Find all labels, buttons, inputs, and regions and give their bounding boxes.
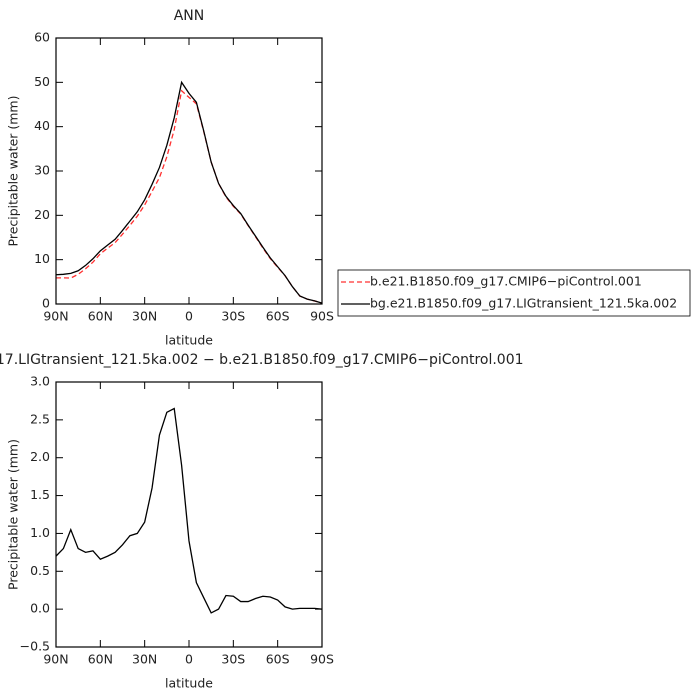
x-tick-label: 60S (266, 309, 290, 324)
y-axis-label: Precipitable water (mm) (6, 96, 21, 247)
data-line (56, 89, 323, 304)
x-axis-label: latitude (165, 333, 213, 348)
x-tick-label: 90S (310, 652, 334, 667)
x-tick-label: 0 (185, 309, 193, 324)
plot-frame (55, 37, 323, 305)
plot-frame (55, 381, 323, 648)
y-tick-label: −0.5 (20, 639, 50, 654)
legend-label: b.e21.B1850.f09_g17.CMIP6−piControl.001 (370, 274, 642, 289)
y-tick-label: 0.5 (30, 563, 50, 578)
legend-label: bg.e21.B1850.f09_g17.LIGtransient_121.5k… (370, 296, 677, 311)
y-tick-label: 50 (34, 74, 50, 89)
data-line (55, 80, 323, 304)
y-tick-label: 3.0 (30, 374, 50, 389)
x-tick-label: 90N (43, 309, 68, 324)
x-tick-label: 30N (132, 309, 157, 324)
x-tick-label: 30S (221, 309, 245, 324)
y-axis-label: Precipitable water (mm) (6, 439, 21, 590)
y-tick-label: 0 (42, 296, 50, 311)
legend-box (337, 269, 691, 317)
chart-title: bg.e21.B1850.f09_g17.LIGtransient_121.5k… (0, 352, 524, 368)
x-tick-label: 30S (221, 652, 245, 667)
y-tick-label: 10 (34, 251, 50, 266)
x-tick-label: 30N (132, 652, 157, 667)
y-tick-label: 2.0 (30, 449, 50, 464)
x-tick-label: 90S (310, 309, 334, 324)
y-tick-label: 40 (34, 118, 50, 133)
data-line (55, 407, 323, 614)
x-tick-label: 0 (185, 652, 193, 667)
y-tick-label: 1.0 (30, 525, 50, 540)
x-tick-label: 60N (88, 309, 113, 324)
chart-title: ANN (174, 8, 205, 24)
y-tick-label: 1.5 (30, 487, 50, 502)
y-tick-label: 0.0 (30, 601, 50, 616)
x-tick-label: 60S (266, 652, 290, 667)
x-tick-label: 90N (43, 652, 68, 667)
y-tick-label: 30 (34, 163, 50, 178)
x-axis-label: latitude (165, 676, 213, 691)
y-tick-label: 20 (34, 207, 50, 222)
y-tick-label: 60 (34, 30, 50, 45)
x-tick-label: 60N (88, 652, 113, 667)
y-tick-label: 2.5 (30, 411, 50, 426)
